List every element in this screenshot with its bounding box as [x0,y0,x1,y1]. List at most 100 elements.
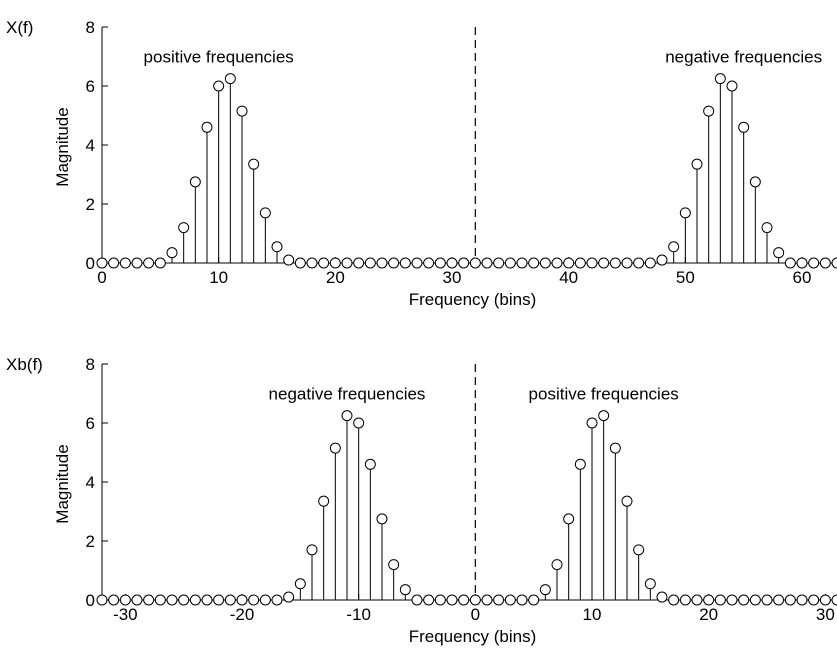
stem-marker [784,257,796,269]
stem-marker [341,410,353,422]
y-tick-label: 0 [86,254,95,273]
stem-marker [528,594,540,606]
stem-marker [294,257,306,269]
stem-marker [411,594,423,606]
x-axis-label: Frequency (bins) [409,290,537,309]
stem-marker [831,594,837,606]
stem-marker [726,594,738,606]
stem-marker [574,257,586,269]
stem-marker [131,594,143,606]
stem-marker [434,594,446,606]
x-tick-label: 10 [583,605,602,624]
stem-marker [703,594,715,606]
stem-marker [493,257,505,269]
stem-marker [516,594,528,606]
annotation-label: negative frequencies [665,48,822,67]
stem-marker [738,121,750,133]
stem-marker [481,257,493,269]
stem-marker [376,257,388,269]
y-tick-label: 0 [86,591,95,610]
stem-marker [598,410,610,422]
stem-marker [283,254,295,266]
stem-marker [271,241,283,253]
stem-marker [154,594,166,606]
stem-marker [259,207,271,219]
stem-marker [178,222,190,234]
stem-marker [446,257,458,269]
stem-marker [446,594,458,606]
stem-marker [551,257,563,269]
x-tick-label: -20 [230,605,255,624]
annotation-label: positive frequencies [144,48,294,67]
stem-marker [749,594,761,606]
stem-marker [96,594,108,606]
y-tick-label: 2 [86,532,95,551]
stem-marker [761,222,773,234]
stem-marker [819,257,831,269]
stem-marker [353,257,365,269]
stem-marker [458,594,470,606]
y-axis-label: Magnitude [53,444,72,523]
stem-marker [154,257,166,269]
stem-marker [493,594,505,606]
x-tick-label: 60 [793,268,812,287]
stem-marker [236,594,248,606]
stem-marker [166,594,178,606]
stem-marker [481,594,493,606]
stem-marker [516,257,528,269]
stem-marker [819,594,831,606]
stem-marker [714,594,726,606]
subplot-1: 0 2 4 6 8 0 10 20 30 40 50 60 positive frequencies ne… [6,18,837,309]
stem-marker [738,594,750,606]
stem-marker [178,594,190,606]
stem-marker [306,544,318,556]
x-tick-label: 20 [326,268,345,287]
stem-marker [679,594,691,606]
x-tick-label: 40 [559,268,578,287]
stem-marker [224,73,236,85]
stem-marker [224,594,236,606]
stem-marker [656,591,668,603]
stem-marker [399,584,411,596]
stem-marker [563,257,575,269]
stem-marker [364,458,376,470]
y-tick-label: 6 [86,414,95,433]
stem-marker [201,121,213,133]
stem-marker [213,80,225,92]
stem-marker [423,257,435,269]
stem-marker [96,257,108,269]
stem-marker [364,257,376,269]
stem-marker [189,594,201,606]
stem-marker [329,257,341,269]
stem-marker [633,544,645,556]
stem-marker [119,257,131,269]
stem-marker [108,257,120,269]
stem-marker [539,584,551,596]
y-axis-label: Magnitude [53,107,72,186]
annotation-label: positive frequencies [529,385,679,404]
stem-marker [376,513,388,525]
stem-marker [341,257,353,269]
annotation-label: negative frequencies [269,385,426,404]
stem-marker [598,257,610,269]
y-tick-label: 2 [86,195,95,214]
stem-marker [808,257,820,269]
stem-marker [189,176,201,188]
stem-marker [353,417,365,429]
stem-marker [679,207,691,219]
stem-marker [586,417,598,429]
stem-marker [108,594,120,606]
stem-marker [143,594,155,606]
stem-marker [399,257,411,269]
stem-marker [551,559,563,571]
x-tick-label: -30 [113,605,138,624]
subplot-title: Xb(f) [6,355,43,374]
y-tick-label: 8 [86,18,95,37]
x-tick-label: 0 [97,268,106,287]
stem-marker [726,80,738,92]
stem-marker [388,257,400,269]
subplot-2: 0 2 4 6 8 -30 -20 -10 0 10 20 30 negative frequencie… [6,355,837,646]
stem-marker [749,176,761,188]
stem-marker [644,578,656,590]
stem-marker [248,594,260,606]
